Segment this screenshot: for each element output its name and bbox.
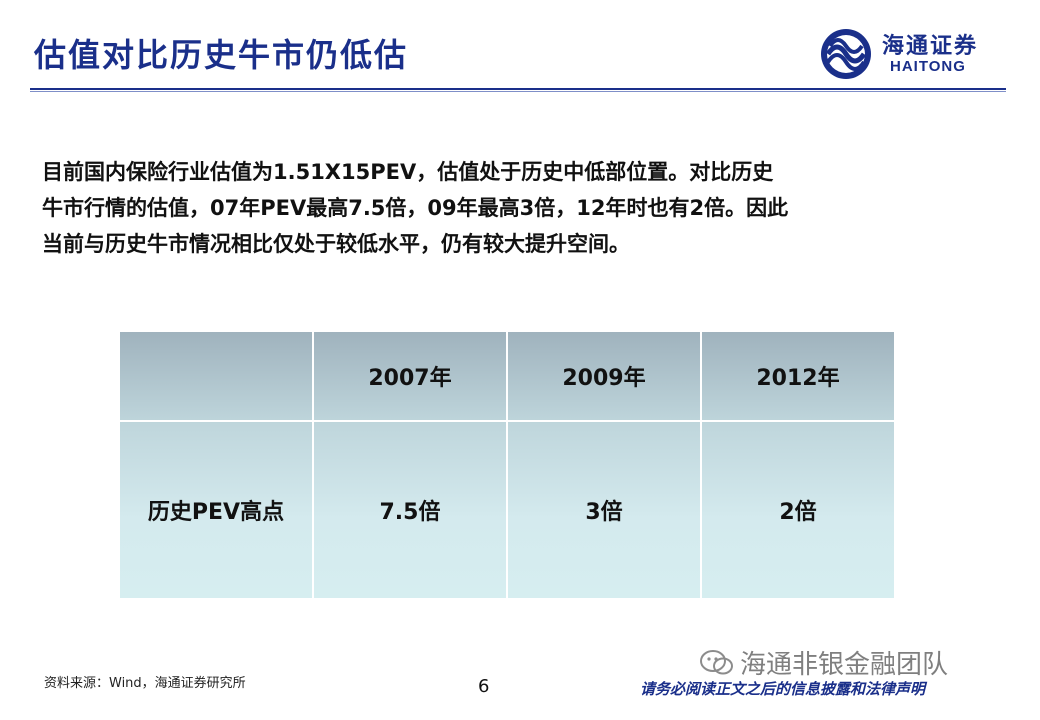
table-header-row: 2007年 2009年 2012年 (118, 330, 896, 422)
table-row: 历史PEV高点 7.5倍 3倍 2倍 (118, 420, 896, 600)
watermark-text: 海通非银金融团队 (740, 650, 949, 680)
table-header-cell: 2007年 (312, 330, 508, 422)
page-title: 估值对比历史牛市仍低估 (34, 36, 409, 74)
summary-line: 目前国内保险行业估值为1.51X15PEV，估值处于历史中低部位置。对比历史 (42, 160, 774, 184)
logo-text-chinese: 海通证券 (882, 33, 979, 59)
company-logo: 海通证券 HAITONG (818, 26, 1018, 82)
haitong-logo-icon (821, 29, 871, 79)
table-header-cell: 2009年 (506, 330, 702, 422)
summary-line: 牛市行情的估值，07年PEV最高7.5倍，09年最高3倍，12年时也有2倍。因此 (42, 196, 789, 220)
wechat-icon (700, 649, 733, 674)
summary-line: 当前与历史牛市情况相比仅处于较低水平，仍有较大提升空间。 (42, 232, 630, 256)
table-cell: 2倍 (700, 420, 896, 600)
table-header-cell (118, 330, 314, 422)
page-number: 6 (478, 676, 490, 697)
table-header-cell: 2012年 (700, 330, 896, 422)
legal-disclaimer: 请务必阅读正文之后的信息披露和法律声明 (640, 680, 926, 698)
source-note: 资料来源：Wind，海通证券研究所 (44, 676, 246, 691)
watermark: 海通非银金融团队 (700, 644, 948, 681)
table-cell: 7.5倍 (312, 420, 508, 600)
header-divider-thin (30, 91, 1006, 92)
table-cell: 3倍 (506, 420, 702, 600)
pev-comparison-table: 2007年 2009年 2012年 历史PEV高点 7.5倍 3倍 2倍 (118, 330, 896, 600)
header-divider (30, 88, 1006, 90)
logo-text-english: HAITONG (890, 58, 966, 75)
table-row-label: 历史PEV高点 (118, 420, 314, 600)
summary-paragraph: 目前国内保险行业估值为1.51X15PEV，估值处于历史中低部位置。对比历史 牛… (42, 154, 972, 262)
